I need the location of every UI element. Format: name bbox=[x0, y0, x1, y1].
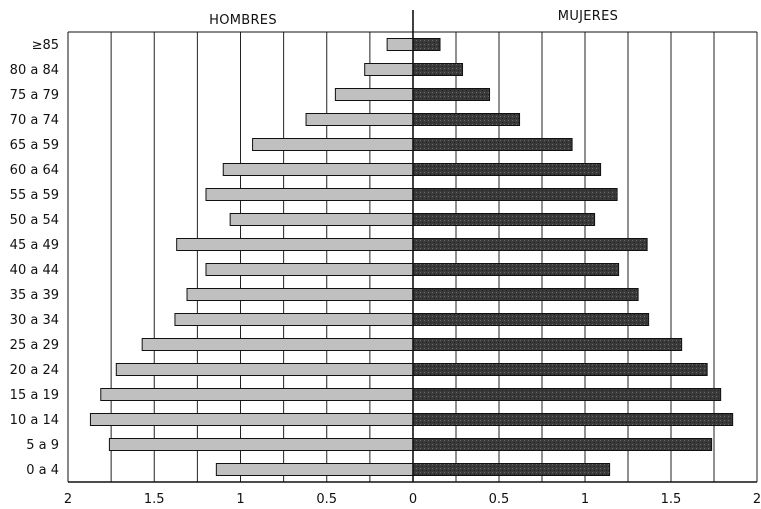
x-tick-left-0: 2 bbox=[64, 492, 72, 507]
category-label-16: 5 a 9 bbox=[26, 438, 59, 453]
category-label-7: 50 a 54 bbox=[10, 213, 59, 228]
x-tick-right-4: 2 bbox=[753, 492, 761, 507]
category-label-13: 20 a 24 bbox=[10, 363, 59, 378]
bar-hombres-1 bbox=[364, 63, 414, 76]
grid-lines bbox=[67, 32, 758, 482]
bar-hombres-6 bbox=[205, 188, 414, 201]
category-label-9: 40 a 44 bbox=[10, 263, 59, 278]
x-tick-left-2: 1 bbox=[236, 492, 244, 507]
bar-mujeres-1 bbox=[412, 63, 464, 76]
category-label-12: 25 a 29 bbox=[10, 338, 59, 353]
bars-group bbox=[89, 38, 734, 476]
bar-mujeres-17 bbox=[412, 463, 611, 476]
bar-mujeres-7 bbox=[412, 213, 596, 226]
category-label-14: 15 a 19 bbox=[10, 388, 59, 403]
category-label-10: 35 a 39 bbox=[10, 288, 59, 303]
bar-hombres-5 bbox=[222, 163, 414, 176]
bar-hombres-14 bbox=[100, 388, 414, 401]
x-tick-right-3: 1.5 bbox=[661, 492, 682, 507]
x-tick-left-3: 0.5 bbox=[316, 492, 337, 507]
x-tick-right-2: 1 bbox=[581, 492, 589, 507]
bar-hombres-2 bbox=[334, 88, 414, 101]
bar-mujeres-6 bbox=[412, 188, 618, 201]
category-label-11: 30 a 34 bbox=[10, 313, 59, 328]
bar-mujeres-9 bbox=[412, 263, 620, 276]
bar-mujeres-2 bbox=[412, 88, 491, 101]
bar-hombres-11 bbox=[174, 313, 414, 326]
bar-mujeres-15 bbox=[412, 413, 734, 426]
x-tick-labels: 2 1.5 1 0.5 0 0.5 1 1.5 2 bbox=[64, 492, 761, 507]
bar-mujeres-14 bbox=[412, 388, 722, 401]
category-label-8: 45 a 49 bbox=[10, 238, 59, 253]
bar-mujeres-10 bbox=[412, 288, 639, 301]
category-label-4: 65 a 59 bbox=[10, 138, 59, 153]
category-label-2: 75 a 79 bbox=[10, 88, 59, 103]
bar-hombres-16 bbox=[108, 438, 414, 451]
bar-hombres-8 bbox=[176, 238, 414, 251]
category-label-1: 80 a 84 bbox=[10, 63, 59, 78]
bar-hombres-3 bbox=[305, 113, 414, 126]
bar-hombres-10 bbox=[186, 288, 414, 301]
category-label-15: 10 a 14 bbox=[10, 413, 59, 428]
category-labels: ≥85 80 a 84 75 a 79 70 a 74 65 a 59 60 a 64 55… bbox=[10, 38, 59, 478]
bar-hombres-13 bbox=[115, 363, 414, 376]
bar-mujeres-13 bbox=[412, 363, 708, 376]
bar-hombres-7 bbox=[229, 213, 414, 226]
bar-mujeres-4 bbox=[412, 138, 573, 151]
category-label-5: 60 a 64 bbox=[10, 163, 59, 178]
legend-hombres: HOMBRES bbox=[209, 13, 277, 28]
bar-hombres-12 bbox=[141, 338, 414, 351]
bar-mujeres-12 bbox=[412, 338, 683, 351]
x-tick-right-1: 0.5 bbox=[489, 492, 510, 507]
bar-mujeres-11 bbox=[412, 313, 650, 326]
bar-mujeres-16 bbox=[412, 438, 713, 451]
category-label-17: 0 a 4 bbox=[26, 463, 59, 478]
bar-hombres-4 bbox=[252, 138, 414, 151]
category-label-0: ≥85 bbox=[32, 38, 59, 53]
bar-mujeres-0 bbox=[412, 38, 441, 51]
bar-hombres-17 bbox=[215, 463, 414, 476]
category-label-3: 70 a 74 bbox=[10, 113, 59, 128]
category-label-6: 55 a 59 bbox=[10, 188, 59, 203]
bar-mujeres-3 bbox=[412, 113, 521, 126]
bar-mujeres-5 bbox=[412, 163, 602, 176]
bar-hombres-9 bbox=[205, 263, 414, 276]
bar-hombres-0 bbox=[386, 38, 414, 51]
x-tick-left-1: 1.5 bbox=[144, 492, 165, 507]
bar-mujeres-8 bbox=[412, 238, 648, 251]
bar-hombres-15 bbox=[89, 413, 414, 426]
x-tick-left-4: 0 bbox=[409, 492, 417, 507]
legend-mujeres: MUJERES bbox=[558, 9, 618, 24]
plot-frame bbox=[67, 10, 757, 483]
